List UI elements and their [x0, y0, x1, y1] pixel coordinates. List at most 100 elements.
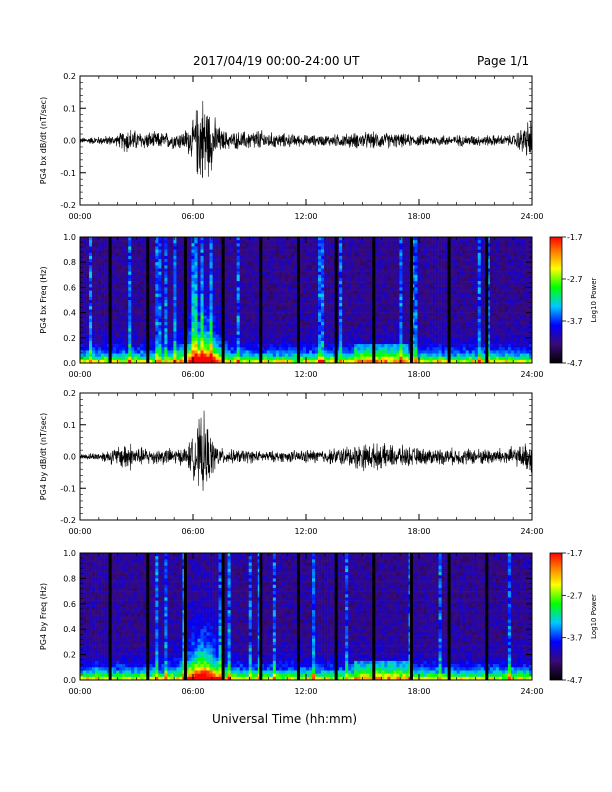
spectrogram-cell	[173, 246, 177, 250]
spectrogram-cell	[152, 240, 156, 244]
spectrogram-cell	[152, 347, 156, 351]
spectrogram-cell	[354, 284, 358, 288]
spectrogram-cell	[170, 265, 174, 269]
spectrogram-cell	[254, 274, 259, 279]
spectrogram-cell	[200, 287, 204, 291]
spectrogram-cells	[80, 237, 533, 364]
spectrogram-cell	[272, 249, 277, 254]
spectrogram-cell	[393, 353, 397, 357]
spectrogram-cell	[321, 246, 325, 250]
spectrogram-cell	[287, 277, 292, 282]
spectrogram-cell	[284, 331, 289, 335]
spectrogram-cell	[438, 277, 442, 282]
spectrogram-cell	[143, 293, 147, 298]
spectrogram-cell	[110, 237, 114, 241]
spectrogram-cell	[266, 353, 271, 357]
spectrogram-cell	[435, 300, 439, 304]
spectrogram-cell	[131, 318, 135, 323]
spectrogram-cell	[155, 334, 159, 339]
spectrogram-cell	[185, 306, 189, 310]
spectrogram-cell	[287, 340, 292, 345]
spectrogram-cell	[158, 337, 162, 342]
spectrogram-cell	[116, 347, 120, 351]
spectrogram-cell	[83, 277, 87, 282]
spectrogram-cell	[134, 309, 138, 313]
spectrogram-cell	[381, 312, 385, 317]
spectrogram-cell	[293, 312, 298, 317]
spectrogram-cell	[137, 359, 141, 364]
spectrogram-cell	[137, 353, 141, 357]
spectrogram-cell	[212, 287, 216, 291]
spectrogram-cell	[330, 252, 334, 257]
spectrogram-cell	[324, 344, 328, 348]
spectrogram-cell	[227, 284, 231, 288]
spectrogram-cell	[405, 296, 409, 301]
spectrogram-cell	[345, 268, 349, 272]
spectrogram-cell	[125, 306, 129, 310]
spectrogram-cell	[321, 344, 325, 348]
spectrogram-cell	[152, 293, 156, 298]
spectrogram-cell	[227, 337, 231, 342]
spectrogram-cell	[149, 337, 153, 342]
spectrogram-cell	[411, 359, 415, 364]
spectrogram-cell	[423, 290, 427, 294]
spectrogram-cell	[360, 240, 364, 244]
spectrogram-cell	[164, 237, 168, 241]
spectrogram-cell	[143, 315, 147, 320]
spectrogram-cell	[104, 337, 108, 342]
spectrogram-cell	[390, 240, 394, 244]
spectrogram-cell	[393, 252, 397, 257]
spectrogram-cell	[191, 340, 195, 345]
spectrogram-cell	[293, 249, 298, 254]
spectrogram-cell	[227, 255, 231, 260]
spectrogram-cell	[140, 322, 144, 326]
spectrogram-cell	[375, 334, 379, 339]
spectrogram-cell	[426, 252, 430, 257]
spectrogram-cell	[92, 350, 96, 354]
spectrogram-cell	[89, 255, 93, 260]
spectrogram-cell	[140, 309, 144, 313]
spectrogram-cell	[143, 347, 147, 351]
spectrogram-cell	[438, 331, 442, 335]
spectrogram-cell	[224, 322, 228, 326]
spectrogram-cell	[284, 312, 289, 317]
spectrogram-cell	[348, 252, 352, 257]
spectrogram-cell	[287, 268, 292, 272]
spectrogram-cell	[260, 268, 265, 272]
spectrogram-cell	[390, 290, 394, 294]
spectrogram-cell	[164, 359, 168, 364]
spectrogram-cell	[351, 312, 355, 317]
spectrogram-cell	[104, 243, 108, 247]
spectrogram-cell	[218, 237, 222, 241]
spectrogram-cell	[327, 350, 331, 354]
spectrogram-cell	[299, 340, 304, 345]
spectrogram-cell	[272, 271, 277, 276]
spectrogram-cell	[200, 337, 204, 342]
spectrogram-cell	[164, 274, 168, 279]
spectrogram-cell	[309, 246, 313, 250]
spectrogram-cell	[441, 246, 445, 250]
spectrogram-cell	[266, 255, 271, 260]
spectrogram-cell	[309, 271, 313, 276]
spectrogram-cell	[411, 249, 415, 254]
spectrogram-cell	[351, 309, 355, 313]
spectrogram-cell	[173, 268, 177, 272]
spectrogram-cell	[227, 296, 231, 301]
spectrogram-cell	[435, 284, 439, 288]
spectrogram-cell	[345, 277, 349, 282]
spectrogram-cell	[116, 325, 120, 329]
spectrogram-cell	[212, 265, 216, 269]
spectrogram-cell	[92, 293, 96, 298]
spectrogram-cell	[89, 328, 93, 332]
spectrogram-cell	[426, 328, 430, 332]
spectrogram-cell	[95, 359, 99, 364]
spectrogram-cell	[269, 303, 274, 307]
spectrogram-cell	[378, 306, 382, 310]
spectrogram-cell	[278, 347, 283, 351]
spectrogram-cell	[281, 359, 286, 364]
spectrogram-cell	[89, 265, 93, 269]
spectrogram-cell	[149, 287, 153, 291]
spectrogram-cell	[360, 340, 364, 345]
spectrogram-cell	[357, 277, 361, 282]
spectrogram-cell	[351, 271, 355, 276]
